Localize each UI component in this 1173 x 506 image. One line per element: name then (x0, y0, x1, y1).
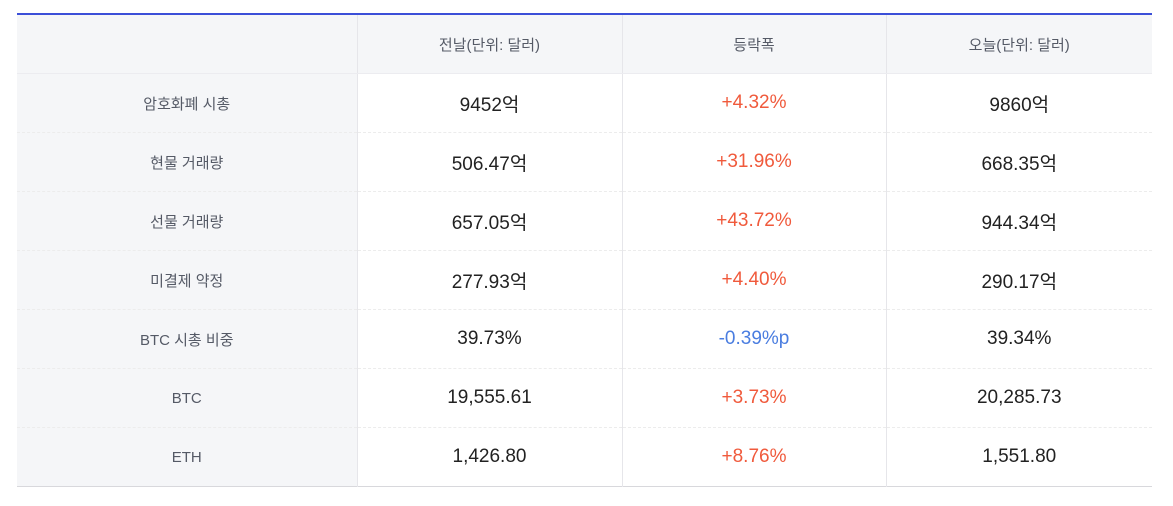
previous-value: 1,426.80 (356, 427, 622, 487)
today-value: 1,551.80 (885, 427, 1152, 487)
table-row: BTC 시총 비중 39.73% -0.39%p 39.34% (17, 309, 1152, 369)
header-row: 전날(단위: 달러) 등락폭 오늘(단위: 달러) (17, 14, 1152, 74)
table-header: 전날(단위: 달러) 등락폭 오늘(단위: 달러) (17, 14, 1152, 74)
change-value: +4.40% (621, 250, 886, 310)
change-value: +4.32% (621, 73, 886, 133)
today-value: 290.17억 (885, 250, 1152, 310)
row-label: 현물 거래량 (17, 132, 357, 192)
today-value: 9860억 (885, 73, 1152, 133)
crypto-market-table: 전날(단위: 달러) 등락폭 오늘(단위: 달러) 암호화폐 시총 9452억 … (17, 13, 1152, 487)
today-value: 20,285.73 (885, 368, 1152, 428)
today-value: 39.34% (885, 309, 1152, 369)
header-today: 오늘(단위: 달러) (885, 14, 1152, 74)
previous-value: 506.47억 (356, 132, 622, 192)
row-label: BTC 시총 비중 (17, 309, 357, 369)
previous-value: 19,555.61 (356, 368, 622, 428)
change-value: +43.72% (621, 191, 886, 251)
table-row: BTC 19,555.61 +3.73% 20,285.73 (17, 368, 1152, 428)
change-value: +8.76% (621, 427, 886, 487)
table-row: 암호화폐 시총 9452억 +4.32% 9860억 (17, 73, 1152, 133)
previous-value: 9452억 (356, 73, 622, 133)
crypto-market-table-container: 전날(단위: 달러) 등락폭 오늘(단위: 달러) 암호화폐 시총 9452억 … (17, 13, 1152, 487)
row-label: ETH (17, 427, 357, 487)
header-previous-day: 전날(단위: 달러) (356, 14, 622, 74)
previous-value: 39.73% (356, 309, 622, 369)
row-label: 미결제 약정 (17, 250, 357, 310)
today-value: 944.34억 (885, 191, 1152, 251)
previous-value: 657.05억 (356, 191, 622, 251)
table-row: 현물 거래량 506.47억 +31.96% 668.35억 (17, 132, 1152, 192)
table-row: 선물 거래량 657.05억 +43.72% 944.34억 (17, 191, 1152, 251)
change-value: +3.73% (621, 368, 886, 428)
row-label: BTC (17, 368, 357, 428)
table-row: 미결제 약정 277.93억 +4.40% 290.17억 (17, 250, 1152, 310)
change-value: +31.96% (621, 132, 886, 192)
row-label: 선물 거래량 (17, 191, 357, 251)
today-value: 668.35억 (885, 132, 1152, 192)
header-empty-cell (17, 14, 357, 74)
change-value: -0.39%p (621, 309, 886, 369)
table-row: ETH 1,426.80 +8.76% 1,551.80 (17, 427, 1152, 487)
header-change: 등락폭 (621, 14, 886, 74)
row-label: 암호화폐 시총 (17, 73, 357, 133)
table-body: 암호화폐 시총 9452억 +4.32% 9860억 현물 거래량 506.47… (17, 73, 1152, 487)
previous-value: 277.93억 (356, 250, 622, 310)
